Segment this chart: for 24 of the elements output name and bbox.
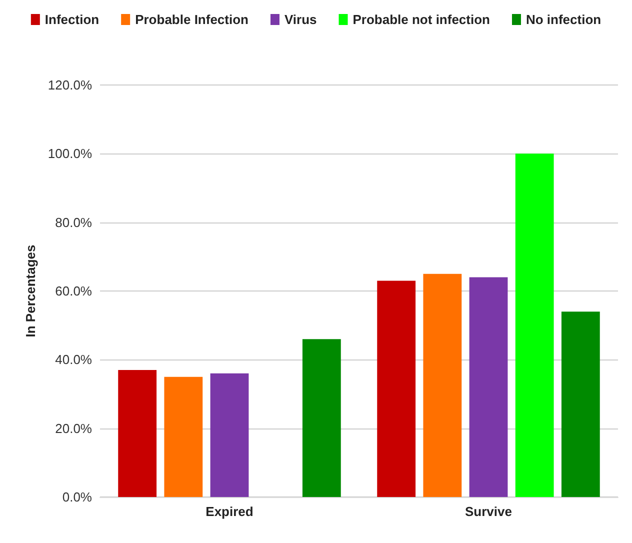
y-tick-label: 0.0% [62, 490, 92, 504]
y-tick-label: 120.0% [48, 78, 92, 92]
y-tick-label: 40.0% [55, 352, 92, 368]
x-tick-label: Survive [465, 504, 512, 519]
y-tick-label: 60.0% [55, 284, 92, 298]
legend-label: Infection [44, 12, 100, 27]
x-tick-label: Expired [206, 504, 254, 519]
bar [302, 339, 341, 497]
legend-label: Probable Infection [135, 12, 249, 27]
bar [423, 274, 462, 497]
y-axis-title: In Percentages [23, 244, 38, 338]
legend-label: Probable not infection [352, 12, 490, 27]
bar [515, 154, 554, 497]
bar [377, 280, 416, 497]
bar [210, 373, 249, 497]
legend-label: Virus [284, 12, 317, 27]
bar [469, 277, 508, 497]
y-tick-label: 100.0% [48, 146, 92, 162]
bar [164, 376, 203, 497]
bar [118, 370, 157, 497]
y-tick-label: 20.0% [55, 420, 92, 436]
y-tick-label: 80.0% [55, 214, 92, 230]
legend-label: No infection [526, 12, 602, 27]
bar [561, 312, 600, 497]
